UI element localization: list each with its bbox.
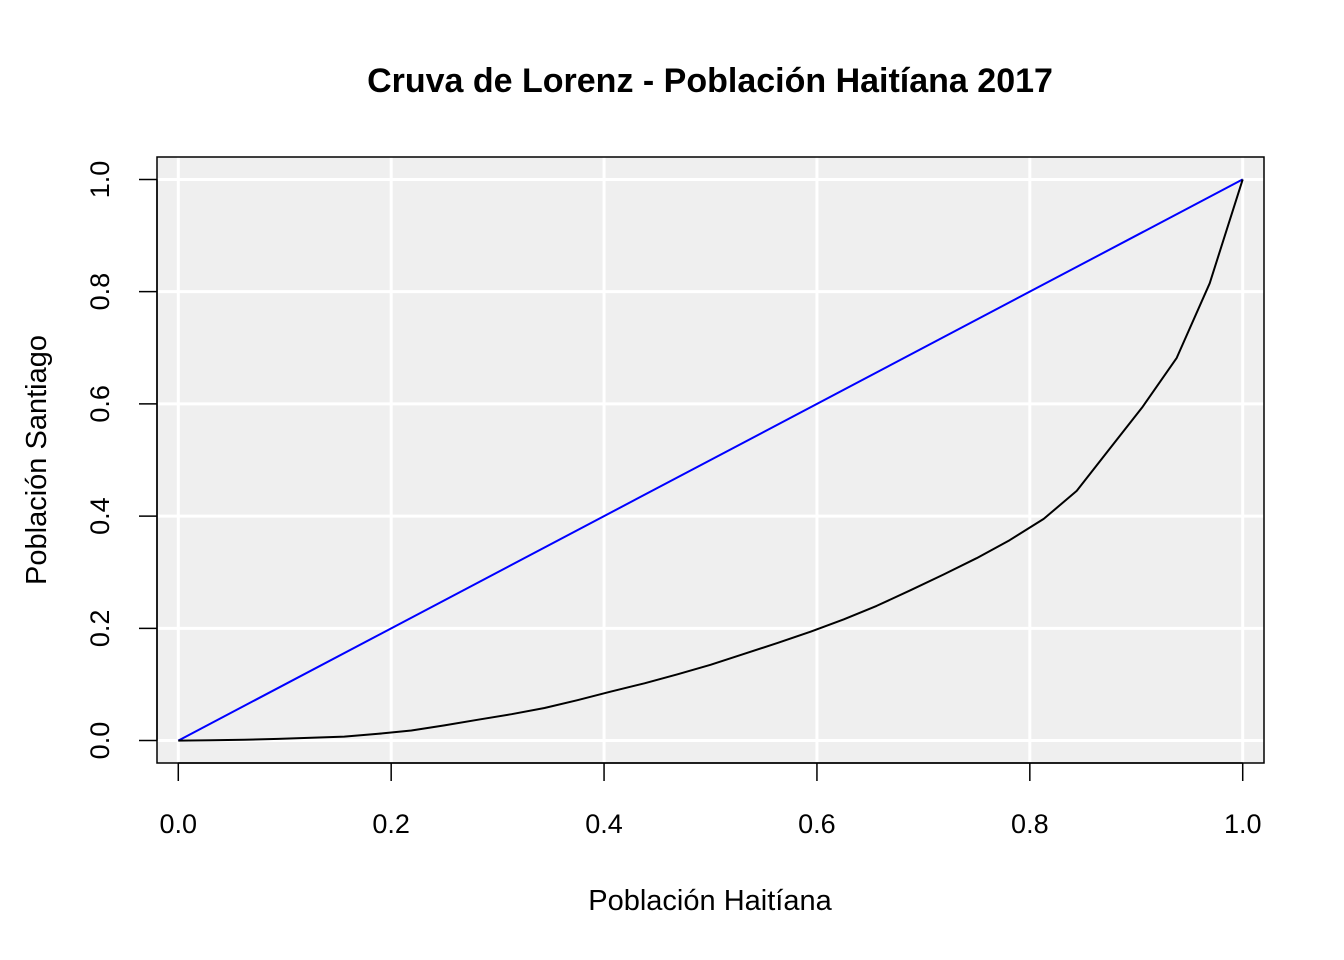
x-tick-label-0: 0.0 xyxy=(160,809,198,839)
x-tick-label-2: 0.4 xyxy=(585,809,623,839)
y-tick-label-2: 0.4 xyxy=(85,497,115,535)
y-tick-label-4: 0.8 xyxy=(85,273,115,311)
y-axis-label: Población Santiago xyxy=(21,335,53,585)
y-tick-label-1: 0.2 xyxy=(85,610,115,648)
chart-title: Cruva de Lorenz - Población Haitíana 201… xyxy=(367,62,1053,100)
y-tick-label-5: 1.0 xyxy=(85,161,115,199)
y-tick-label-3: 0.6 xyxy=(85,385,115,423)
grid-lines xyxy=(157,157,1264,763)
series-line-0 xyxy=(177,178,1244,742)
x-tick-label-3: 0.6 xyxy=(798,809,836,839)
y-tick-label-0: 0.0 xyxy=(85,722,115,760)
x-tick-label-1: 0.2 xyxy=(372,809,410,839)
series-line-1 xyxy=(178,179,1244,742)
x-tick-label-4: 0.8 xyxy=(1011,809,1049,839)
x-axis-label: Población Haitíana xyxy=(588,885,832,917)
x-tick-label-5: 1.0 xyxy=(1224,809,1262,839)
x-axis: 0.0 0.2 0.4 0.6 0.8 1.0 xyxy=(160,762,1262,839)
y-axis: 0.0 0.2 0.4 0.6 0.8 1.0 xyxy=(85,161,158,760)
series-group xyxy=(177,178,1244,742)
